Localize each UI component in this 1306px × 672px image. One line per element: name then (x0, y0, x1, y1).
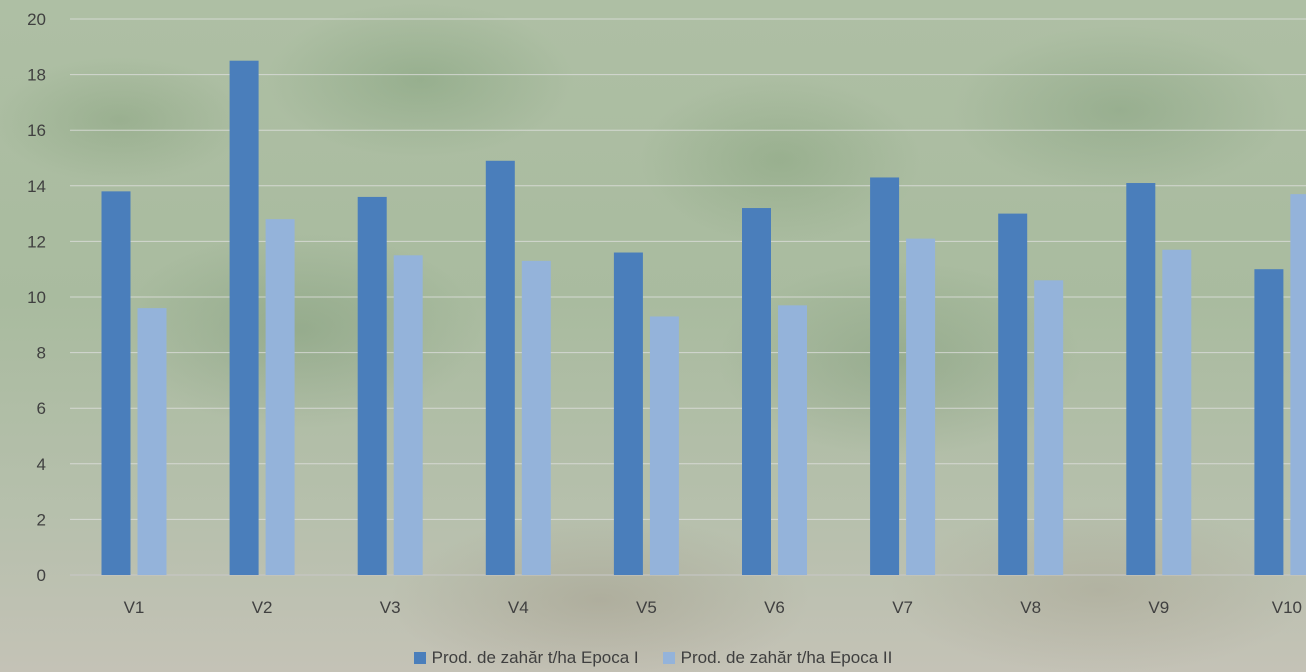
bar-v6-series-2 (778, 305, 807, 575)
x-axis: V1 V2 V3 V4 V5 V6 V7 V8 V9 V10 (124, 598, 1302, 617)
y-tick-label: 12 (27, 232, 46, 251)
bar-v3-series-2 (393, 255, 423, 576)
bar-v6-series-1 (742, 208, 771, 576)
x-tick-label: V3 (380, 598, 401, 617)
legend-item-epoca-1: Prod. de zahăr t/ha Epoca I (413, 648, 639, 668)
y-tick-label: 6 (37, 399, 46, 418)
bar-v4-series-1 (485, 160, 515, 575)
bar-v5-series-1 (613, 252, 643, 575)
x-tick-label: V1 (124, 598, 145, 617)
bar-v10-series-2 (1290, 194, 1306, 575)
bar-v5-series-2 (649, 316, 679, 575)
x-tick-label: V9 (1148, 598, 1169, 617)
bar-v9-series-2 (1162, 249, 1192, 576)
legend-swatch (413, 652, 426, 664)
legend-swatch (662, 652, 675, 664)
y-tick-label: 0 (37, 566, 46, 585)
bar-v7-series-2 (906, 238, 936, 575)
y-tick-label: 14 (27, 177, 46, 196)
bar-v3-series-1 (357, 196, 387, 576)
x-tick-label: V5 (636, 598, 657, 617)
legend: Prod. de zahăr t/ha Epoca I Prod. de zah… (0, 648, 1306, 668)
y-tick-label: 4 (37, 455, 46, 474)
bar-v4-series-2 (521, 260, 551, 575)
bar-v9-series-1 (1126, 183, 1156, 575)
y-tick-label: 2 (37, 510, 46, 529)
y-tick-label: 20 (27, 10, 46, 29)
bar-v1-series-1 (101, 191, 131, 576)
bars (101, 60, 1306, 576)
bar-v1-series-2 (137, 308, 167, 575)
bar-v2-series-1 (229, 60, 259, 575)
legend-label: Prod. de zahăr t/ha Epoca II (680, 648, 893, 667)
x-tick-label: V7 (892, 598, 913, 617)
x-tick-label: V2 (252, 598, 273, 617)
y-axis: 0 2 4 6 8 10 12 14 16 18 20 (27, 10, 46, 585)
bar-v2-series-2 (265, 219, 295, 575)
legend-item-epoca-2: Prod. de zahăr t/ha Epoca II (662, 648, 893, 668)
x-tick-label: V6 (764, 598, 785, 617)
y-tick-label: 18 (27, 66, 46, 85)
legend-label: Prod. de zahăr t/ha Epoca I (431, 648, 639, 667)
bar-v8-series-2 (1034, 280, 1064, 575)
x-tick-label: V8 (1020, 598, 1041, 617)
y-tick-label: 8 (37, 344, 46, 363)
y-tick-label: 16 (27, 121, 46, 140)
x-tick-label: V4 (508, 598, 529, 617)
bar-v10-series-1 (1254, 269, 1284, 575)
x-tick-label: V10 (1272, 598, 1302, 617)
y-tick-label: 10 (27, 288, 46, 307)
bar-v7-series-1 (870, 177, 900, 575)
bar-v8-series-1 (998, 213, 1028, 575)
